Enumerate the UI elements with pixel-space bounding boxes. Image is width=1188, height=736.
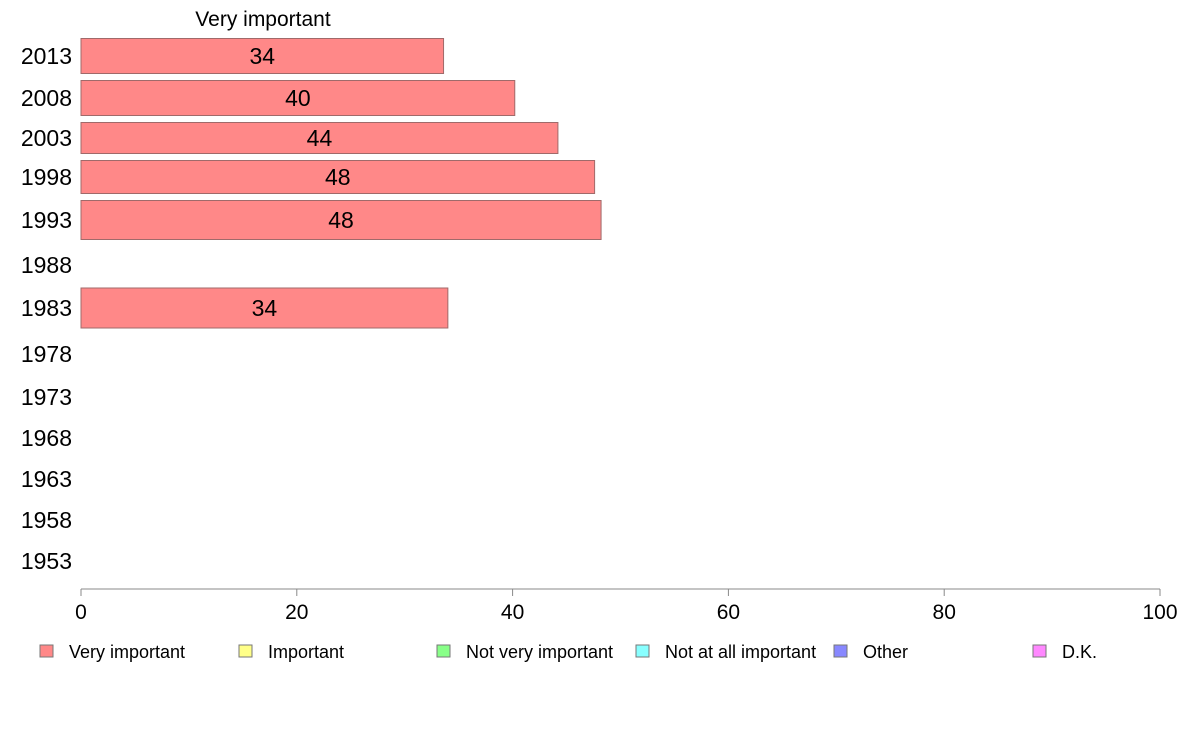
x-tick-label: 80 <box>933 601 956 624</box>
x-tick-label: 100 <box>1142 601 1177 624</box>
x-tick-label: 60 <box>717 601 740 624</box>
bar <box>80 287 449 329</box>
y-tick-label: 1963 <box>21 466 72 492</box>
bar <box>80 122 559 154</box>
bar-value-label: 40 <box>285 85 311 111</box>
legend-label: D.K. <box>1062 642 1097 662</box>
y-tick-label: 2008 <box>21 85 72 111</box>
y-tick-label: 1983 <box>21 295 72 321</box>
legend-swatch <box>1032 644 1047 658</box>
x-axis: 0 20 40 60 80 100 <box>75 588 1178 624</box>
bar-value-label: 44 <box>307 125 333 151</box>
x-tick-label: 20 <box>285 601 308 624</box>
legend-swatch <box>39 644 54 658</box>
y-tick-label: 1998 <box>21 164 72 190</box>
legend-label: Important <box>268 642 344 662</box>
y-tick-label: 2013 <box>21 43 72 69</box>
bar <box>80 38 445 74</box>
bar-value-label: 48 <box>325 164 351 190</box>
column-title: Very important <box>195 8 331 31</box>
y-tick-label: 1993 <box>21 207 72 233</box>
legend-swatch <box>833 644 848 658</box>
bar <box>80 200 602 240</box>
bar-value-label: 48 <box>328 207 354 233</box>
y-tick-label: 1958 <box>21 507 72 533</box>
legend: Very important Important Not very importan… <box>39 642 1097 662</box>
x-tick-label: 0 <box>75 601 87 624</box>
bars-group: 34 40 44 48 48 34 <box>80 38 602 329</box>
y-tick-label: 1988 <box>21 252 72 278</box>
y-tick-label: 2003 <box>21 125 72 151</box>
bar-value-label: 34 <box>252 295 278 321</box>
legend-label: Not at all important <box>665 642 816 662</box>
legend-label: Very important <box>69 642 185 662</box>
y-tick-label: 1973 <box>21 384 72 410</box>
bar-value-label: 34 <box>249 43 275 69</box>
y-tick-label: 1968 <box>21 425 72 451</box>
y-axis: 2013 2008 2003 1998 1993 1988 1983 1978 1973 1968… <box>21 43 72 574</box>
legend-swatch <box>436 644 451 658</box>
legend-swatch <box>238 644 253 658</box>
y-tick-label: 1953 <box>21 548 72 574</box>
x-tick-label: 40 <box>501 601 524 624</box>
legend-swatch <box>635 644 650 658</box>
legend-label: Not very important <box>466 642 613 662</box>
legend-label: Other <box>863 642 908 662</box>
bar <box>80 80 516 116</box>
y-tick-label: 1978 <box>21 341 72 367</box>
bar <box>80 160 596 194</box>
